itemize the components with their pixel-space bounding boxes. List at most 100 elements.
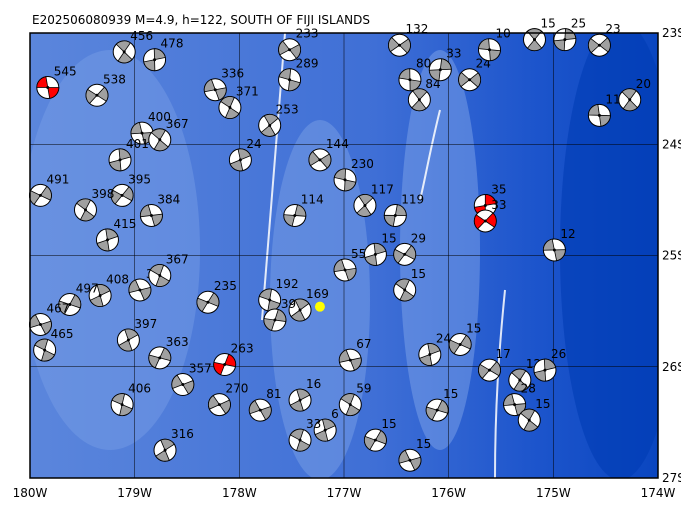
- beachball-quadrant: [503, 393, 516, 407]
- beachball-quadrant: [428, 69, 441, 82]
- beachball-quadrant: [394, 204, 407, 217]
- lat-tick-label: 23S: [662, 26, 681, 40]
- beachball-center: [563, 38, 567, 42]
- beachball-center: [288, 48, 292, 52]
- beachball-quadrant: [587, 37, 601, 54]
- beachball-quadrant: [153, 48, 166, 61]
- focal-mechanism: [112, 40, 136, 64]
- beachball-center: [403, 252, 407, 256]
- beachball-center: [138, 288, 142, 292]
- beachball-center: [348, 403, 352, 407]
- beachball-center: [46, 86, 50, 90]
- beachball-quadrant: [196, 297, 209, 313]
- beachball-quadrant: [39, 320, 52, 335]
- focal-mechanism: [85, 83, 109, 107]
- beachball-quadrant: [425, 406, 438, 421]
- depth-label: 363: [166, 335, 189, 349]
- beachball-center: [38, 193, 42, 197]
- beachball-center: [238, 158, 242, 162]
- focal-mechanism: [278, 38, 302, 62]
- focal-mechanism: [213, 353, 237, 377]
- beachball-quadrant: [520, 408, 536, 421]
- beachball-quadrant: [85, 88, 98, 104]
- beachball-quadrant: [118, 339, 133, 352]
- beachball-quadrant: [338, 349, 351, 363]
- beachball-center: [122, 50, 126, 54]
- beachball-quadrant: [294, 298, 310, 311]
- beachball-center: [513, 403, 517, 407]
- beachball-quadrant: [319, 153, 332, 169]
- beachball-center: [468, 78, 472, 82]
- focal-mechanism: [258, 288, 282, 312]
- focal-mechanism: [148, 128, 172, 152]
- beachball-quadrant: [458, 71, 471, 88]
- beachball-quadrant: [155, 449, 170, 462]
- focal-mechanism: [383, 203, 407, 227]
- beachball-quadrant: [213, 361, 226, 376]
- focal-mechanism: [110, 183, 134, 207]
- beachball-quadrant: [427, 343, 441, 356]
- depth-label: 467: [46, 301, 69, 315]
- beachball-quadrant: [488, 361, 501, 377]
- beachball-center: [518, 378, 522, 382]
- beachball-center: [438, 68, 442, 72]
- beachball-quadrant: [121, 186, 134, 202]
- beachball-quadrant: [117, 51, 133, 64]
- focal-mechanism: [473, 209, 497, 233]
- beachball-quadrant: [160, 438, 175, 451]
- beachball-quadrant: [333, 259, 346, 273]
- beachball-center: [268, 298, 272, 302]
- focal-mechanism: [587, 33, 611, 57]
- beachball-center: [597, 43, 601, 47]
- depth-label: 263: [231, 342, 254, 356]
- focal-mechanism: [139, 203, 163, 227]
- focal-mechanism: [288, 428, 312, 452]
- focal-mechanism: [363, 428, 387, 452]
- beachball-quadrant: [484, 212, 497, 228]
- beachball-quadrant: [564, 28, 577, 41]
- beachball-quadrant: [220, 96, 235, 109]
- beachball-center: [527, 418, 531, 422]
- beachball-center: [343, 178, 347, 182]
- beachball-quadrant: [321, 418, 336, 431]
- focal-mechanism: [248, 398, 272, 422]
- beachball-quadrant: [587, 103, 600, 116]
- beachball-center: [298, 398, 302, 402]
- beachball-quadrant: [543, 358, 557, 371]
- beachball-center: [417, 98, 421, 102]
- beachball-center: [397, 43, 401, 47]
- beachball-center: [68, 302, 72, 306]
- beachball-quadrant: [214, 87, 227, 101]
- beachball-quadrant: [345, 403, 361, 416]
- beachball-quadrant: [409, 79, 422, 92]
- depth-label: 119: [401, 192, 424, 206]
- focal-mechanism: [398, 448, 422, 472]
- beachball-center: [273, 318, 277, 322]
- beachball-center: [223, 363, 227, 367]
- focal-mechanism: [393, 278, 417, 302]
- beachball-center: [43, 348, 47, 352]
- focal-mechanism: [428, 58, 452, 82]
- focal-mechanism: [108, 148, 132, 172]
- beachball-quadrant: [143, 59, 156, 72]
- beachball-center: [158, 138, 162, 142]
- beachball-center: [298, 308, 302, 312]
- depth-label: 270: [225, 382, 248, 396]
- focal-mechanism: [116, 328, 140, 352]
- focal-mechanism: [517, 408, 541, 432]
- beachball-center: [83, 208, 87, 212]
- depth-label: 15: [466, 322, 481, 336]
- depth-label: 35: [491, 182, 506, 196]
- depth-label: 15: [381, 417, 396, 431]
- depth-label: 395: [128, 172, 151, 186]
- focal-mechanism: [503, 393, 527, 417]
- depth-label: 15: [411, 267, 426, 281]
- beachball-quadrant: [89, 294, 104, 307]
- beachball-quadrant: [439, 58, 452, 71]
- beachball-quadrant: [409, 456, 422, 471]
- depth-label: 67: [356, 337, 371, 351]
- beachball-center: [120, 193, 124, 197]
- beachball-quadrant: [526, 28, 543, 41]
- depth-label: 117: [371, 182, 394, 196]
- depth-label: 81: [266, 387, 281, 401]
